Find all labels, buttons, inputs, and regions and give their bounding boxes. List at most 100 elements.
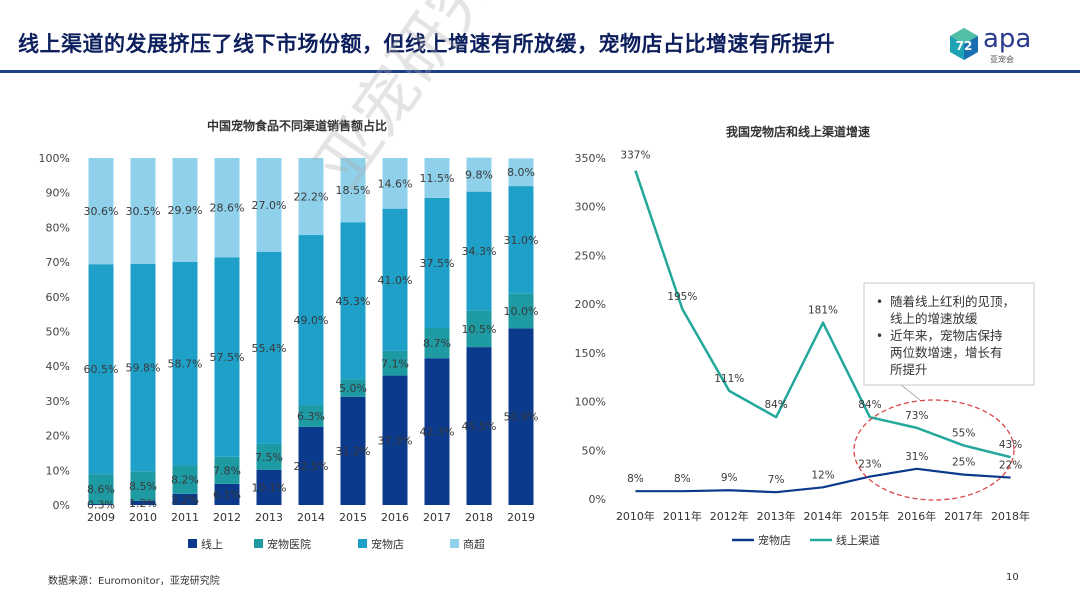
bar-x-tick-label: 2010	[129, 511, 157, 524]
line-x-tick-label: 2014年	[804, 509, 843, 523]
bar-data-label: 22.5%	[294, 460, 329, 473]
data-source: 数据来源：Euromonitor，亚宠研究院	[48, 576, 220, 587]
bar-data-label: 3.2%	[171, 493, 199, 506]
bar-data-label: 31.0%	[504, 234, 539, 247]
bar-data-label: 22.2%	[294, 191, 329, 204]
bar-segment	[340, 379, 366, 397]
bar-data-label: 6.1%	[213, 488, 241, 501]
bar-y-tick-label: 90%	[46, 187, 70, 200]
bar-segment	[214, 456, 240, 484]
line-x-tick-label: 2010年	[616, 509, 655, 523]
bar-data-label: 28.6%	[210, 202, 245, 215]
bar-x-tick-label: 2017	[423, 511, 451, 524]
bar-data-label: 30.6%	[84, 205, 119, 218]
line-data-label: 337%	[620, 150, 650, 162]
bar-data-label: 18.5%	[336, 184, 371, 197]
line-data-label: 84%	[764, 399, 787, 411]
bar-data-label: 10.0%	[504, 305, 539, 318]
svg-text:72: 72	[956, 39, 973, 53]
bar-data-label: 8.0%	[507, 166, 535, 179]
bar-segment	[466, 347, 492, 505]
bar-segment	[256, 158, 282, 252]
page-number: 10	[1006, 572, 1019, 583]
bar-x-tick-label: 2011	[171, 511, 199, 524]
bar-segment	[214, 158, 240, 258]
bar-y-tick-label: 0%	[53, 499, 70, 512]
bar-segment	[88, 474, 114, 504]
bar-y-tick-label: 80%	[46, 221, 70, 234]
bar-segment	[88, 264, 114, 475]
bar-data-label: 30.5%	[126, 205, 161, 218]
annotation-line: 随着线上红利的见顶，	[890, 294, 1015, 309]
line-y-tick-label: 100%	[575, 396, 606, 409]
bar-segment	[340, 396, 366, 505]
line-data-label: 55%	[952, 427, 975, 439]
bar-data-label: 10.1%	[252, 481, 287, 494]
line-y-tick-label: 350%	[575, 152, 606, 165]
line-data-label: 7%	[768, 474, 785, 486]
line-legend-label: 宠物店	[758, 533, 791, 547]
bar-x-tick-label: 2016	[381, 511, 409, 524]
annotation-line: 近年来，宠物店保持	[890, 328, 1003, 343]
bar-data-label: 8.5%	[129, 480, 157, 493]
bar-y-tick-label: 40%	[46, 360, 70, 373]
line-x-tick-label: 2015年	[850, 509, 889, 523]
bar-segment	[382, 158, 408, 209]
bar-segment	[508, 328, 534, 505]
bar-data-label: 41.0%	[378, 274, 413, 287]
bar-segment	[382, 375, 408, 505]
apa-logo-icon: 72	[950, 28, 978, 60]
channel-share-bar-chart: 中国宠物食品不同渠道销售额占比 0% 10% 20% 30% 40% 50% 60% 70% 8…	[39, 118, 539, 551]
bar-chart-title: 中国宠物食品不同渠道销售额占比	[207, 118, 387, 133]
line-y-tick-label: 200%	[575, 298, 606, 311]
bar-data-label: 45.5%	[462, 420, 497, 433]
bar-data-label: 60.5%	[84, 363, 119, 376]
bar-data-label: 6.3%	[297, 410, 325, 423]
bar-data-label: 31.2%	[336, 445, 371, 458]
petstore-line	[635, 467, 1011, 494]
bar-segment	[508, 158, 534, 187]
bar-segment	[172, 158, 198, 262]
line-data-label: 43%	[999, 439, 1022, 451]
bar-data-label: 29.9%	[168, 204, 203, 217]
bar-data-label: 37.5%	[420, 257, 455, 270]
line-y-tick-label: 250%	[575, 249, 606, 262]
bar-x-tick-label: 2015	[339, 511, 367, 524]
bar-data-label: 9.8%	[465, 169, 493, 182]
line-x-tick-label: 2013年	[757, 509, 796, 523]
line-y-tick-label: 0%	[589, 493, 606, 506]
bar-x-tick-label: 2013	[255, 511, 283, 524]
bar-segment	[256, 469, 282, 505]
bar-legend-swatch	[254, 539, 263, 548]
line-x-tick-label: 2016年	[897, 509, 936, 523]
bar-y-tick-label: 70%	[46, 256, 70, 269]
bar-segment	[424, 158, 450, 198]
bar-segment	[466, 157, 492, 192]
bar-segment	[88, 158, 114, 265]
bar-data-label: 5.0%	[339, 382, 367, 395]
bar-segment	[298, 158, 324, 236]
line-data-label: 84%	[858, 399, 881, 411]
bar-data-label: 58.7%	[168, 358, 203, 371]
bar-data-label: 14.6%	[378, 177, 413, 190]
line-y-tick-label: 150%	[575, 347, 606, 360]
line-data-label: 25%	[952, 457, 975, 469]
bar-data-label: 0.3%	[87, 498, 115, 511]
bar-data-label: 57.5%	[210, 351, 245, 364]
bar-x-tick-label: 2009	[87, 511, 115, 524]
bar-segment	[298, 405, 324, 427]
annotation-line: 线上的增速放缓	[890, 311, 978, 326]
annotation-line: 所提升	[890, 362, 928, 377]
logo-text: apa	[983, 24, 1032, 54]
bar-segment	[130, 500, 156, 505]
bar-data-label: 59.8%	[126, 362, 161, 375]
bar-data-label: 8.6%	[87, 483, 115, 496]
bar-segment	[130, 471, 156, 501]
bar-data-label: 55.4%	[252, 342, 287, 355]
bar-legend-label: 商超	[463, 537, 485, 551]
bar-data-label: 7.1%	[381, 357, 409, 370]
bar-segment	[508, 293, 534, 329]
line-data-label: 195%	[667, 291, 697, 303]
bar-segment	[130, 263, 156, 472]
bar-data-label: 7.8%	[213, 464, 241, 477]
